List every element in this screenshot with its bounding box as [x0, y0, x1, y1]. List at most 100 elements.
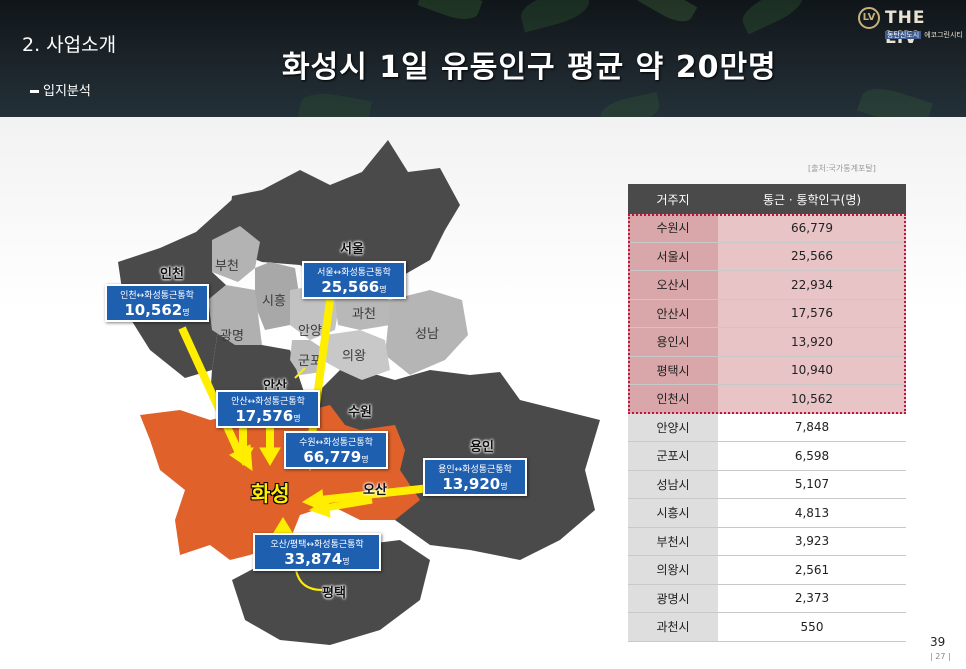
flow-label: 인천↔화성통근통학	[120, 291, 194, 301]
region-uiwang	[322, 330, 390, 380]
table-row: 성남시 5,107	[628, 470, 906, 499]
region-gwangmyeong	[208, 285, 262, 345]
cell-residence: 부천시	[628, 527, 718, 555]
logo-text: THE LIV	[885, 8, 926, 48]
flow-number: 66,779	[303, 448, 362, 466]
cell-commuters: 10,562	[718, 385, 906, 413]
cell-residence: 안산시	[628, 299, 718, 327]
flow-label: 수원↔화성통근통학	[299, 438, 373, 448]
source-note: [출처:국가통계포탈]	[808, 164, 876, 173]
table-row: 시흥시 4,813	[628, 499, 906, 528]
cell-residence: 수원시	[628, 214, 718, 242]
flow-label: 안산↔화성통근통학	[231, 397, 305, 407]
cell-commuters: 2,561	[718, 556, 906, 584]
cell-commuters: 25,566	[718, 242, 906, 270]
page-title: 화성시 1일 유동인구 평균 약 20만명	[282, 50, 777, 85]
table-body: 수원시 66,779 서울시 25,566 오산시 22,934 안산시 17,576 용인시 1…	[628, 214, 906, 642]
logo-sub-text: 에코그린시티	[924, 31, 963, 39]
cell-residence: 오산시	[628, 271, 718, 299]
cell-commuters: 550	[718, 613, 906, 641]
cell-residence: 광명시	[628, 584, 718, 612]
table-row: 군포시 6,598	[628, 442, 906, 471]
cell-commuters: 7,848	[718, 413, 906, 441]
table-row: 인천시 10,562	[628, 385, 906, 414]
header-residence: 거주지	[656, 192, 690, 207]
cell-commuters: 66,779	[718, 214, 906, 242]
arrow-osan	[324, 496, 373, 512]
logo-mark: LV	[858, 7, 880, 29]
flow-box-osan-pyeongtaek: 오산/평택↔화성통근통학 33,874명	[253, 533, 381, 571]
cell-residence: 용인시	[628, 328, 718, 356]
label-gwacheon: 과천	[352, 307, 376, 322]
region-gunpo	[290, 340, 325, 375]
flow-unit: 명	[500, 482, 508, 491]
cell-residence: 시흥시	[628, 499, 718, 527]
cell-commuters: 3,923	[718, 527, 906, 555]
flow-box-incheon: 인천↔화성통근통학 10,562명	[105, 284, 209, 322]
table-row: 광명시 2,373	[628, 584, 906, 613]
table-row: 안양시 7,848	[628, 413, 906, 442]
cell-commuters: 6,598	[718, 442, 906, 470]
cell-commuters: 13,920	[718, 328, 906, 356]
cell-commuters: 5,107	[718, 470, 906, 498]
header-commuters: 통근 · 통학인구(명)	[762, 192, 862, 207]
table-row: 의왕시 2,561	[628, 556, 906, 585]
flow-label: 오산/평택↔화성통근통학	[270, 540, 364, 550]
table-row: 용인시 13,920	[628, 328, 906, 357]
region-gwacheon	[335, 290, 390, 330]
city-suwon: 수원	[348, 405, 372, 420]
cell-residence: 평택시	[628, 356, 718, 384]
table-header: 거주지 통근 · 통학인구(명)	[628, 184, 906, 214]
region-siheung	[255, 262, 300, 330]
city-yongin: 용인	[470, 440, 494, 455]
cell-commuters: 10,940	[718, 356, 906, 384]
label-bucheon: 부천	[215, 259, 239, 274]
label-anyang: 안양	[298, 324, 322, 339]
pyeongtaek-pointer	[295, 569, 323, 591]
arrowhead-ansan-2	[259, 447, 281, 466]
label-uiwang: 의왕	[342, 349, 366, 364]
page-sub-number: | 27 |	[930, 652, 951, 661]
cell-residence: 서울시	[628, 242, 718, 270]
flow-number: 10,562	[124, 301, 183, 319]
flow-box-suwon: 수원↔화성통근통학 66,779명	[284, 431, 388, 469]
flow-box-seoul: 서울↔화성통근통학 25,566명	[302, 261, 406, 299]
center-city-label: 화성	[251, 482, 290, 506]
flow-unit: 명	[182, 308, 190, 317]
region-bucheon	[212, 226, 260, 282]
flow-number: 13,920	[442, 475, 501, 493]
flow-value: 10,562명	[107, 301, 207, 322]
label-seongnam: 성남	[415, 327, 439, 342]
arrow-incheon	[178, 326, 244, 457]
table-row: 평택시 10,940	[628, 356, 906, 385]
cell-residence: 안양시	[628, 413, 718, 441]
city-pyeongtaek: 평택	[322, 586, 346, 601]
flow-label: 용인↔화성통근통학	[438, 465, 512, 475]
arrow-yongin	[319, 484, 431, 504]
region-seoul	[226, 140, 460, 280]
page-number: 39	[930, 635, 946, 649]
dash-icon	[30, 90, 39, 93]
header-banner: 2. 사업소개 입지분석 화성시 1일 유동인구 평균 약 20만명 LV TH…	[0, 0, 966, 117]
cell-residence: 군포시	[628, 442, 718, 470]
label-gunpo: 군포	[298, 354, 322, 369]
section-title: 2. 사업소개	[22, 34, 117, 56]
flow-value: 25,566명	[304, 278, 404, 299]
logo-sub-tag: 동탄신도시	[885, 31, 922, 39]
label-siheung: 시흥	[262, 294, 286, 309]
cell-commuters: 4,813	[718, 499, 906, 527]
cell-residence: 성남시	[628, 470, 718, 498]
table-row: 과천시 550	[628, 613, 906, 642]
flow-box-yongin: 용인↔화성통근통학 13,920명	[423, 458, 527, 496]
table-row: 오산시 22,934	[628, 271, 906, 300]
flow-unit: 명	[379, 285, 387, 294]
city-osan: 오산	[363, 483, 387, 498]
label-gwangmyeong: 광명	[220, 329, 244, 344]
arrowhead-ansan-1	[232, 447, 254, 466]
flow-box-ansan: 안산↔화성통근통학 17,576명	[216, 390, 320, 428]
cell-residence: 인천시	[628, 385, 718, 413]
ansan-pointer	[294, 367, 306, 379]
cell-commuters: 22,934	[718, 271, 906, 299]
flow-label: 서울↔화성통근통학	[317, 268, 391, 278]
